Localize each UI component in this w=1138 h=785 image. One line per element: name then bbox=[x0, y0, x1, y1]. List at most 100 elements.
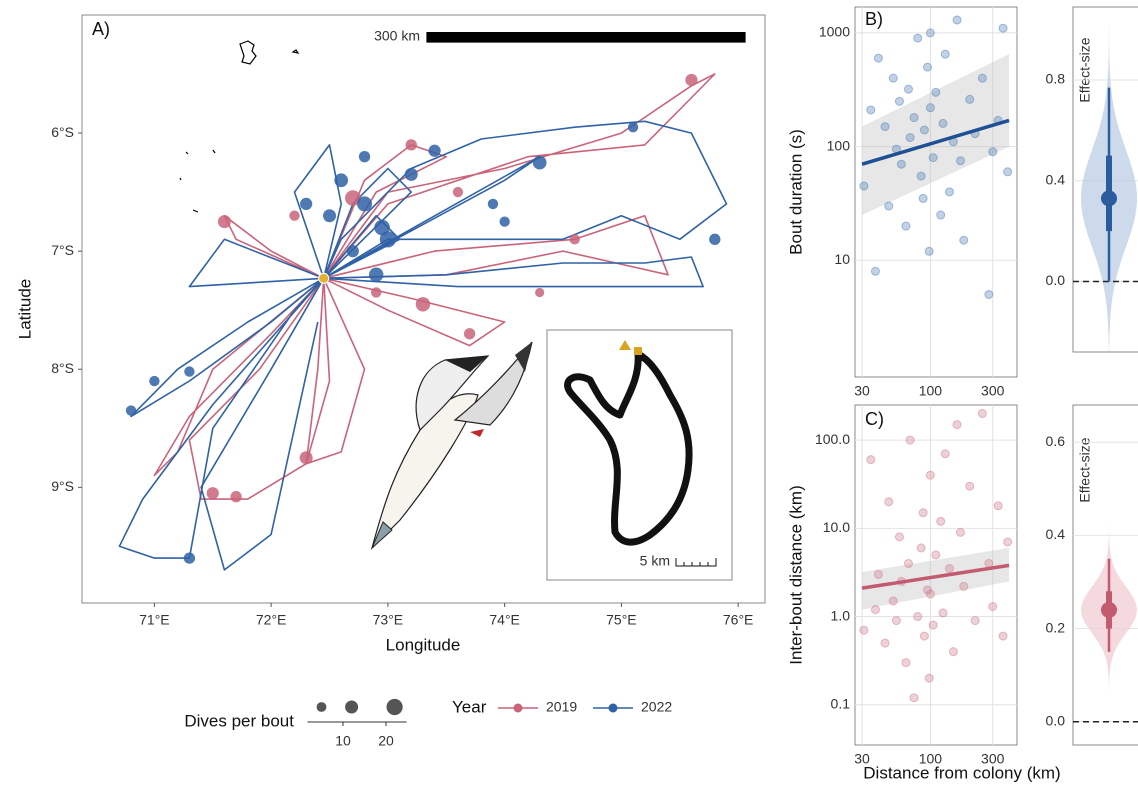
panel-label: C) bbox=[865, 409, 884, 429]
point bbox=[998, 23, 1008, 33]
point bbox=[959, 581, 969, 591]
point bbox=[859, 625, 869, 635]
track bbox=[323, 73, 716, 279]
x-tick-label: 300 bbox=[981, 383, 1005, 399]
size-legend-key bbox=[386, 698, 403, 716]
point bbox=[952, 420, 962, 430]
point bbox=[918, 508, 928, 518]
point bbox=[894, 96, 904, 106]
bout-point bbox=[358, 151, 371, 163]
bout-point bbox=[709, 233, 721, 246]
point bbox=[905, 435, 915, 445]
point bbox=[965, 94, 975, 104]
point bbox=[903, 558, 913, 568]
size-legend-title: Dives per bout bbox=[184, 711, 294, 730]
point bbox=[970, 616, 980, 626]
bout-point bbox=[345, 190, 361, 206]
size-legend-label: 10 bbox=[335, 733, 351, 749]
bout-point bbox=[685, 73, 698, 87]
y-tick-label: 7°S bbox=[51, 242, 74, 258]
point bbox=[998, 631, 1008, 641]
point bbox=[873, 569, 883, 579]
track bbox=[200, 277, 325, 571]
bout-point bbox=[149, 375, 160, 387]
point bbox=[884, 497, 894, 507]
inset-triangle bbox=[619, 340, 631, 350]
point bbox=[916, 171, 926, 181]
legend-marker bbox=[513, 703, 523, 713]
point bbox=[924, 246, 934, 256]
scale-bar bbox=[426, 32, 746, 43]
point bbox=[928, 153, 938, 163]
y-tick-label: 0.1 bbox=[831, 695, 851, 711]
island-outline bbox=[564, 350, 693, 546]
legend-label: 2022 bbox=[641, 699, 672, 715]
bout-point bbox=[299, 451, 313, 465]
point bbox=[955, 527, 965, 537]
point bbox=[884, 201, 894, 211]
bout-point bbox=[627, 121, 639, 133]
track bbox=[305, 277, 366, 465]
y-axis-title: Latitude bbox=[15, 279, 34, 340]
bout-point bbox=[334, 173, 349, 188]
track bbox=[323, 277, 506, 347]
plot-area bbox=[855, 405, 1017, 745]
point bbox=[959, 235, 969, 245]
x-tick-label: 73°E bbox=[373, 612, 404, 628]
point bbox=[988, 147, 998, 157]
confidence-band bbox=[862, 54, 1010, 216]
bout-point bbox=[184, 366, 195, 377]
scale-bar-label: 300 km bbox=[374, 28, 420, 44]
point bbox=[888, 73, 898, 83]
point bbox=[888, 596, 898, 606]
point bbox=[993, 501, 1003, 511]
point bbox=[919, 631, 929, 641]
point bbox=[948, 647, 958, 657]
bout-point bbox=[535, 287, 545, 298]
track bbox=[188, 238, 324, 288]
point bbox=[944, 187, 954, 197]
track bbox=[322, 120, 728, 279]
bout-point bbox=[371, 287, 382, 298]
x-tick-label: 76°E bbox=[723, 612, 754, 628]
point bbox=[925, 28, 935, 38]
y-tick-label: 6°S bbox=[51, 124, 74, 140]
point bbox=[925, 589, 935, 599]
point bbox=[940, 49, 950, 59]
y-tick-label: 1000 bbox=[819, 24, 850, 40]
bout-point bbox=[206, 487, 219, 500]
inset-scale-bar bbox=[675, 558, 717, 567]
point bbox=[913, 33, 923, 43]
track bbox=[130, 277, 325, 418]
point bbox=[870, 605, 880, 615]
point bbox=[880, 638, 890, 648]
y-tick-label: 1.0 bbox=[831, 607, 851, 623]
track bbox=[293, 144, 342, 279]
track bbox=[323, 256, 704, 288]
y-tick-label: 10 bbox=[834, 251, 850, 267]
bout-point bbox=[499, 216, 510, 227]
y-tick-label: 0.6 bbox=[1046, 433, 1066, 449]
plot-area bbox=[855, 7, 1017, 377]
bout-point bbox=[532, 155, 547, 170]
y-tick-label: 0.0 bbox=[1046, 712, 1066, 728]
bout-point bbox=[183, 552, 196, 564]
point bbox=[984, 558, 994, 568]
bout-point bbox=[346, 245, 359, 258]
track bbox=[153, 277, 325, 477]
legend-title: Year bbox=[452, 697, 487, 716]
y-tick-label: 0.4 bbox=[1046, 526, 1066, 542]
point bbox=[891, 616, 901, 626]
point bbox=[938, 118, 948, 128]
y-axis-title: Inter-bout distance (km) bbox=[786, 485, 805, 665]
track bbox=[118, 277, 325, 559]
bout-point bbox=[357, 196, 373, 212]
point bbox=[925, 470, 935, 480]
x-tick-label: 71°E bbox=[139, 612, 170, 628]
point bbox=[984, 289, 994, 299]
y-tick-label: 100.0 bbox=[815, 431, 850, 447]
point bbox=[866, 455, 876, 465]
islands bbox=[179, 40, 300, 213]
point bbox=[928, 620, 938, 630]
